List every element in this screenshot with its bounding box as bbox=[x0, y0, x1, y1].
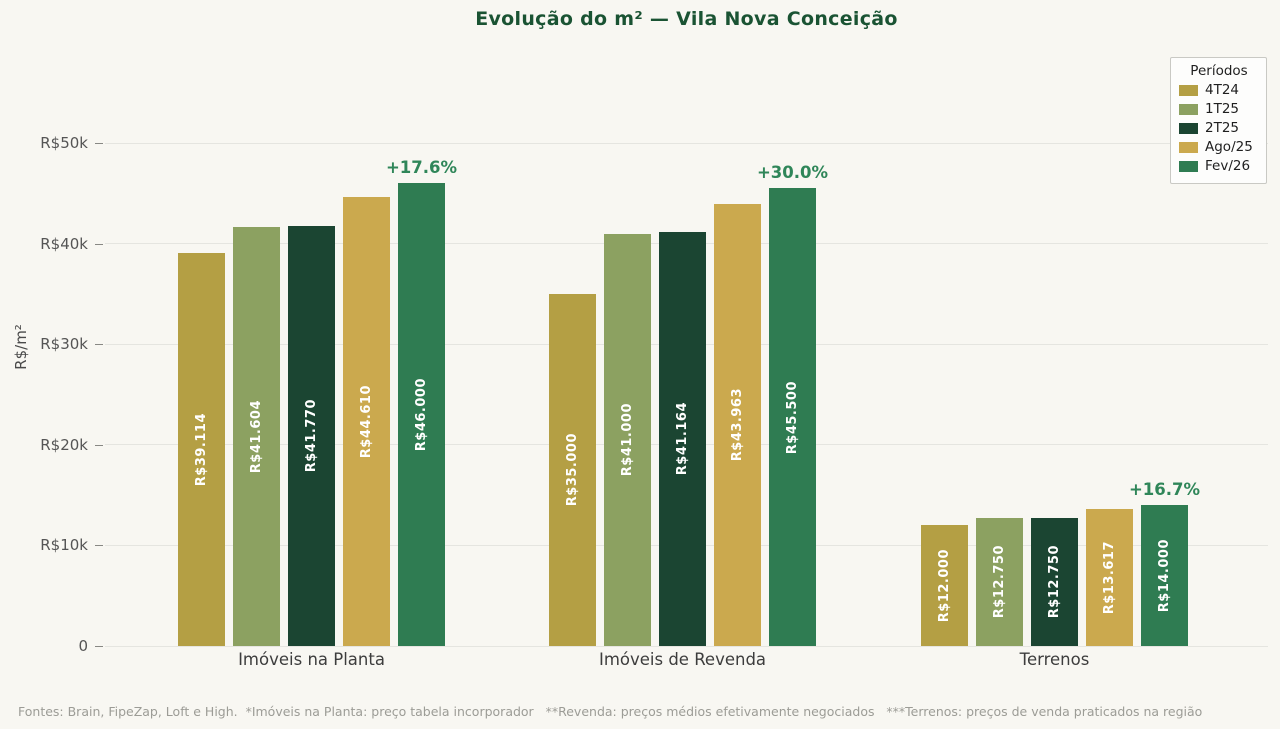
bar: R$13.617 bbox=[1086, 509, 1133, 646]
x-category-label: Imóveis de Revenda bbox=[598, 650, 767, 669]
legend-swatch bbox=[1179, 122, 1198, 134]
y-tick-label: R$10k bbox=[40, 536, 88, 555]
bar-value-label: R$12.000 bbox=[937, 549, 952, 623]
legend-swatch bbox=[1179, 141, 1198, 153]
bar-value-label: R$46.000 bbox=[414, 378, 429, 452]
bar-value-label: R$44.610 bbox=[359, 385, 374, 459]
bar: R$39.114 bbox=[178, 252, 225, 646]
bar-value-label: R$39.114 bbox=[194, 412, 209, 486]
y-tick-icon bbox=[95, 344, 103, 346]
bar-value-label: R$35.000 bbox=[565, 433, 580, 507]
bar: R$41.604 bbox=[233, 227, 280, 646]
legend-item: 4T24 bbox=[1179, 82, 1259, 98]
bar: R$44.610 bbox=[343, 197, 390, 646]
y-tick-icon bbox=[95, 646, 103, 647]
bar-value-label: R$13.617 bbox=[1102, 540, 1117, 615]
legend-items: 4T24 1T25 2T25 Ago/25 Fev/26 bbox=[1179, 82, 1259, 174]
bar: R$35.000 bbox=[549, 293, 596, 646]
legend-item: 2T25 bbox=[1179, 120, 1259, 136]
bar-value-label: R$41.604 bbox=[249, 400, 264, 474]
bar-value-label: R$45.500 bbox=[785, 380, 800, 454]
bar-value-label: R$12.750 bbox=[992, 545, 1007, 619]
bar: R$41.770 bbox=[288, 225, 335, 646]
bar-value-label: R$14.000 bbox=[1157, 538, 1172, 613]
bar: R$12.750 bbox=[976, 517, 1023, 646]
legend-title: Períodos bbox=[1190, 63, 1248, 79]
y-tick-label: R$40k bbox=[40, 234, 88, 253]
bar-value-label: R$41.164 bbox=[675, 402, 690, 476]
legend-item-label: Ago/25 bbox=[1205, 139, 1253, 155]
bar: R$41.000 bbox=[604, 233, 651, 646]
legend-item-label: Fev/26 bbox=[1205, 158, 1251, 174]
y-tick-label: R$20k bbox=[40, 435, 88, 454]
gridline bbox=[105, 142, 1268, 144]
bar-value-label: R$41.770 bbox=[304, 399, 319, 473]
source-note: Fontes: Brain, FipeZap, Loft e High. *Im… bbox=[18, 704, 1203, 719]
bar: R$41.164 bbox=[659, 231, 706, 646]
y-tick-icon bbox=[95, 444, 103, 446]
y-tick-icon bbox=[95, 243, 103, 245]
plot-area: R$39.114 R$35.000 R$12.000 R$41.604 R$41.000… bbox=[105, 93, 1268, 647]
bar-value-label: R$12.750 bbox=[1047, 545, 1062, 619]
y-tick-label: 0 bbox=[78, 637, 88, 655]
bar: R$45.500 bbox=[769, 188, 816, 646]
gridline bbox=[105, 645, 1268, 647]
growth-annotation: +17.6% bbox=[385, 158, 458, 178]
y-tick-label: R$50k bbox=[40, 134, 88, 152]
chart-title: Evolução do m² — Vila Nova Conceição bbox=[475, 8, 898, 30]
legend-item: Ago/25 bbox=[1179, 139, 1259, 155]
bar: R$46.000 bbox=[398, 183, 445, 646]
legend-item-label: 4T24 bbox=[1205, 82, 1240, 98]
bar: R$14.000 bbox=[1141, 505, 1188, 646]
bar: R$43.963 bbox=[714, 203, 761, 646]
legend: Períodos 4T24 1T25 2T25 Ago/25 Fev/26 bbox=[1170, 57, 1267, 184]
y-tick-icon bbox=[95, 143, 103, 144]
growth-annotation: +30.0% bbox=[756, 163, 829, 183]
legend-item: 1T25 bbox=[1179, 101, 1259, 117]
legend-item: Fev/26 bbox=[1179, 158, 1259, 174]
x-category-label: Terrenos bbox=[1019, 650, 1090, 669]
x-category-label: Imóveis na Planta bbox=[238, 650, 385, 669]
bar: R$12.750 bbox=[1031, 517, 1078, 646]
y-tick-label: R$30k bbox=[40, 335, 88, 354]
growth-annotation: +16.7% bbox=[1128, 480, 1201, 500]
legend-item-label: 2T25 bbox=[1205, 120, 1240, 136]
bar-value-label: R$41.000 bbox=[620, 403, 635, 477]
legend-swatch bbox=[1179, 160, 1198, 172]
bar-value-label: R$43.963 bbox=[730, 388, 745, 462]
legend-swatch bbox=[1179, 84, 1198, 96]
legend-item-label: 1T25 bbox=[1205, 101, 1240, 117]
bar: R$12.000 bbox=[921, 525, 968, 646]
legend-swatch bbox=[1179, 103, 1198, 115]
y-tick-icon bbox=[95, 545, 103, 547]
